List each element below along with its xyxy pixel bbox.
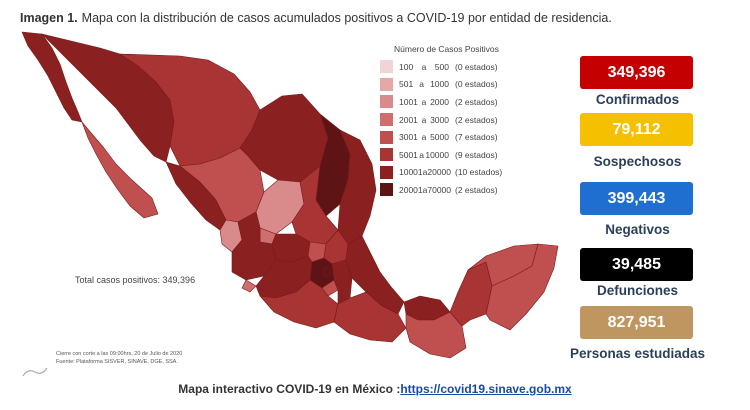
legend-count: (2 estados)	[455, 114, 498, 125]
legend-range-to: 70000	[427, 184, 452, 195]
map-legend: Número de Casos Positivos 100 a 500 (0 esta…	[380, 44, 540, 199]
legend-range: 3001 a 5000	[399, 132, 449, 142]
legend-range-to: 3000	[430, 114, 449, 125]
state-campeche	[449, 261, 493, 327]
footer-text: Mapa interactivo COVID-19 en México :	[178, 382, 401, 396]
legend-range-sep: a	[419, 149, 424, 160]
stat-value-box: 39,485	[580, 248, 693, 281]
legend-range-from: 20001	[399, 184, 423, 195]
stat-label: Confirmados	[595, 92, 680, 107]
legend-swatch	[380, 130, 393, 144]
legend-range-sep: a	[421, 96, 427, 107]
legend-range: 2001 a 3000	[399, 115, 449, 125]
stat-value-box: 79,112	[580, 113, 693, 146]
state-veracruz	[345, 235, 405, 315]
legend-swatch	[380, 165, 393, 179]
state-quintana-roo	[485, 243, 559, 331]
legend-item: 20001 a 70000 (2 estados)	[380, 181, 540, 199]
legend-range-to: 5000	[430, 132, 449, 143]
legend-range-to: 20000	[427, 167, 452, 178]
stat-label: Negativos	[605, 222, 670, 237]
source-line: Fuente: Plataforma SISVER, SINAVE, DGE, …	[56, 359, 178, 365]
legend-range-sep: a	[422, 184, 428, 195]
legend-item: 10001 a 20000 (10 estados)	[380, 164, 540, 182]
stat-value-box: 349,396	[580, 56, 693, 89]
legend-range-from: 3001	[399, 132, 418, 143]
legend-count: (9 estados)	[455, 149, 498, 160]
legend-count: (0 estados)	[455, 61, 498, 72]
stat-label: Personas estudiadas	[569, 346, 706, 361]
legend-range-sep: a	[421, 114, 427, 125]
legend-item: 1001 a 2000 (2 estados)	[380, 93, 540, 111]
total-positive-cases: Total casos positivos: 349,396	[75, 275, 196, 285]
stat-value-box: 399,443	[580, 182, 693, 215]
legend-swatch	[380, 95, 393, 109]
stat-value-box: 827,951	[580, 306, 693, 339]
legend-count: (7 estados)	[455, 132, 498, 143]
legend-range-sep: a	[421, 132, 427, 143]
legend-item: 501 a 1000 (0 estados)	[380, 76, 540, 94]
covid-map-link[interactable]: https://covid19.sinave.gob.mx	[400, 382, 572, 396]
mexico-map	[21, 31, 559, 359]
legend-range-to: 1000	[430, 79, 449, 90]
legend-item: 100 a 500 (0 estados)	[380, 58, 540, 76]
legend-range-from: 5001	[399, 149, 418, 160]
legend-range-from: 100	[399, 61, 414, 72]
legend-range-sep: a	[421, 61, 427, 72]
state-chiapas	[405, 311, 467, 359]
figure-label: Imagen 1.	[20, 11, 78, 25]
legend-range-to: 500	[434, 61, 449, 72]
source-note: Cierre con corte a las 09:00hrs, 20 de J…	[56, 350, 182, 366]
legend-range-from: 2001	[399, 114, 418, 125]
cutoff-note: Cierre con corte a las 09:00hrs, 20 de J…	[56, 351, 183, 357]
legend-range: 5001 a 10000	[399, 150, 449, 160]
legend-range: 501 a 1000	[399, 79, 449, 89]
figure-caption: Mapa con la distribución de casos acumul…	[81, 11, 612, 25]
legend-count: (10 estados)	[455, 167, 503, 178]
legend-range-from: 1001	[399, 96, 418, 107]
legend-swatch	[380, 183, 393, 197]
legend-range-sep: a	[419, 79, 424, 90]
state-cdmx	[323, 267, 331, 277]
legend-title: Número de Casos Positivos	[394, 44, 499, 54]
legend-count: (0 estados)	[455, 79, 498, 90]
legend-swatch	[380, 77, 393, 91]
legend-count: (2 estados)	[455, 184, 498, 195]
stat-label: Defunciones	[596, 283, 678, 298]
stat-label: Sospechosos	[593, 154, 682, 169]
state-colima	[241, 279, 257, 293]
figure-title: Imagen 1. Mapa con la distribución de cas…	[20, 11, 612, 25]
legend-range-to: 10000	[425, 149, 449, 160]
legend-swatch	[380, 60, 393, 74]
legend-range: 20001 a 70000	[399, 184, 452, 195]
state-guerrero	[259, 279, 339, 329]
legend-item: 5001 a 10000 (9 estados)	[380, 146, 540, 164]
legend-item: 2001 a 3000 (2 estados)	[380, 111, 540, 129]
legend-swatch	[380, 148, 393, 162]
legend-range: 100 a 500	[399, 62, 449, 72]
legend-item: 3001 a 5000 (7 estados)	[380, 128, 540, 146]
legend-range-to: 2000	[430, 96, 449, 107]
state-baja-california-sur	[81, 121, 159, 219]
legend-range-from: 10001	[399, 167, 423, 178]
footer: Mapa interactivo COVID-19 en México :htt…	[0, 382, 750, 396]
legend-count: (2 estados)	[455, 96, 498, 107]
legend-range-sep: a	[422, 167, 428, 178]
ssa-logo-icon	[22, 367, 48, 377]
legend-swatch	[380, 113, 393, 127]
legend-range: 1001 a 2000	[399, 97, 449, 107]
legend-range: 10001 a 20000	[399, 167, 452, 178]
legend-range-from: 501	[399, 79, 414, 90]
